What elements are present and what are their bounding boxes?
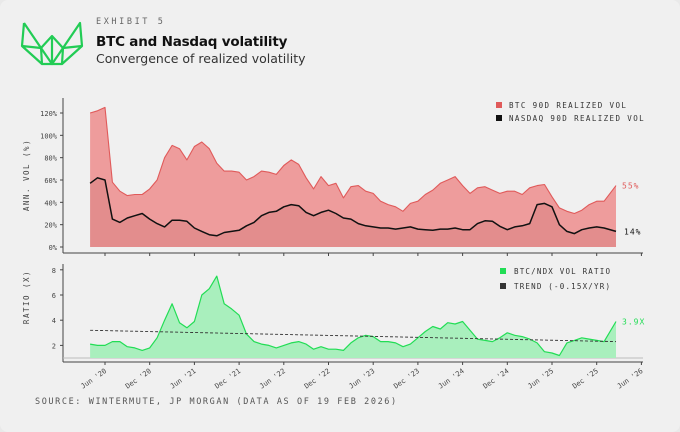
y-tick-label: 6	[52, 292, 56, 300]
source-note: SOURCE: WINTERMUTE, JP MORGAN (DATA AS O…	[35, 397, 398, 407]
x-tick-label: Jun '22	[258, 367, 287, 390]
legend-swatch-nasdaq	[496, 115, 502, 121]
legend-swatch-btc	[496, 102, 502, 108]
y-tick-label: 100%	[40, 132, 58, 140]
nasdaq-vol-area	[90, 177, 617, 247]
x-tick-label: Jun '21	[169, 367, 198, 390]
y-tick-label: 2	[52, 342, 56, 350]
x-tick-label: Jun '26	[616, 367, 645, 390]
legend-label-nasdaq: NASDAQ 90D REALIZED VOL	[509, 114, 645, 123]
x-tick-label: Jun '25	[526, 367, 555, 390]
y-tick-label: 8	[52, 267, 56, 275]
x-tick-label: Dec '25	[571, 367, 600, 390]
trend-line	[90, 329, 617, 343]
y-tick-label: 80%	[44, 155, 57, 163]
legend-label-btc: BTC 90D REALIZED VOL	[509, 101, 627, 110]
vol-panel: 0% 20% 40% 60% 80% 100% 120% ANN. VOL (%) 55% 14%…	[22, 98, 645, 256]
x-tick-label: Dec '23	[392, 367, 421, 390]
btc-end-label: 55%	[622, 182, 639, 191]
y-axis-label: ANN. VOL (%)	[22, 139, 31, 211]
x-tick-label: Dec '24	[482, 367, 511, 390]
exhibit-number: EXHIBIT 5	[96, 17, 166, 27]
ratio-end-label: 3.9X	[622, 317, 645, 326]
legend-label-trend: TREND (-0.15X/YR)	[514, 282, 611, 291]
x-tick-label: Jun '23	[348, 367, 377, 390]
ratio-panel: 2 4 6 8 RATIO (X) 3.9X BTC/NDX VOL RATIO TREND …	[22, 264, 645, 391]
x-tick-label: Jun '24	[437, 367, 466, 390]
x-tick-label: Dec '21	[213, 367, 242, 390]
nasdaq-end-label: 14%	[624, 227, 641, 236]
legend-swatch-ratio	[500, 268, 506, 274]
x-tick-label: Jun '20	[79, 367, 108, 390]
wintermute-logo-icon	[20, 21, 84, 66]
x-tick-label: Dec '22	[303, 367, 332, 390]
nasdaq-vol-line	[89, 177, 617, 237]
y-tick-label: 120%	[40, 110, 58, 118]
y-tick-label: 20%	[44, 222, 57, 230]
y-tick-label: 0%	[49, 244, 58, 252]
chart-subtitle: Convergence of realized volatility	[96, 51, 306, 66]
btc-vol-area	[90, 107, 617, 248]
legend-label-ratio: BTC/NDX VOL RATIO	[514, 267, 611, 276]
chart-title: BTC and Nasdaq volatility	[96, 34, 288, 50]
legend-swatch-trend	[500, 283, 506, 289]
y-axis-label: RATIO (X)	[22, 270, 31, 324]
y-tick-label: 4	[52, 317, 56, 325]
x-tick-label: Dec '20	[124, 367, 153, 390]
y-tick-label: 60%	[44, 177, 57, 185]
ratio-line	[89, 275, 617, 357]
ratio-area	[90, 276, 617, 358]
btc-vol-line	[89, 106, 617, 215]
y-tick-label: 40%	[44, 199, 57, 207]
